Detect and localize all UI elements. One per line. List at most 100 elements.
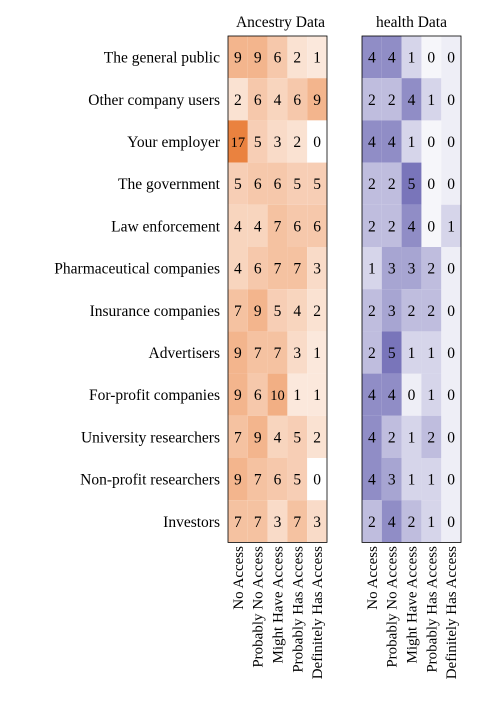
cell-value-label: 0 [427,134,435,151]
cell-value-label: 9 [254,50,262,67]
heatmap-cell [267,373,288,416]
cell-value-label: 5 [388,345,396,362]
heatmap-cell [307,162,327,205]
heatmap-cell [401,120,422,163]
panel-frame [361,35,462,543]
cell-value-label: 1 [427,92,435,109]
cell-value-label: 0 [313,134,321,151]
cell-value-label: 4 [388,387,396,404]
heatmap-cell [287,331,308,374]
heatmap-cell [287,162,308,205]
row-label: Your employer [127,134,221,151]
cell-value-label: 2 [368,303,376,320]
cell-value-label: 1 [408,134,416,151]
heatmap-cell [228,458,248,501]
cell-value-label: 0 [447,261,455,278]
cell-value-label: 2 [234,92,242,109]
heatmap-cell [362,373,382,416]
heatmap-cell [362,331,382,374]
row-label: The general public [104,50,220,67]
heatmap-cell [362,247,382,290]
heatmap-cell [401,78,422,121]
cell-value-label: 7 [274,218,282,235]
row-label: For-profit companies [89,387,220,404]
heatmap-cell [247,36,268,79]
column-label: Probably No Access [385,546,401,668]
cell-value-label: 4 [234,261,242,278]
cell-value-label: 0 [447,134,455,151]
cell-value-label: 3 [274,134,282,151]
heatmap-cell [247,162,268,205]
heatmap-cell [228,120,248,163]
heatmap-cell [287,373,308,416]
cell-value-label: 0 [447,303,455,320]
heatmap-cell [247,500,268,543]
row-label: Pharmaceutical companies [54,261,220,278]
heatmap-cell [228,373,248,416]
row-label: Non-profit researchers [80,472,220,489]
heatmap-cell [381,331,402,374]
cell-value-label: 5 [293,176,301,193]
cell-value-label: 7 [254,514,262,531]
column-label: Probably No Access [251,546,267,668]
heatmap-cell [307,373,327,416]
heatmap-cell [287,204,308,247]
cell-value-label: 4 [388,514,396,531]
heatmap-cell [362,36,382,79]
heatmap-cell [287,78,308,121]
cell-value-label: 2 [408,303,416,320]
column-label: Probably Has Access [424,546,440,673]
cell-value-label: 7 [254,472,262,489]
panel-frame [227,35,328,543]
cell-value-label: 4 [368,429,376,446]
cell-value-label: 0 [427,176,435,193]
heatmap-cell [381,415,402,458]
heatmap-cell [381,373,402,416]
cell-value-label: 7 [234,303,242,320]
cell-value-label: 7 [293,261,301,278]
heatmap-cell [228,331,248,374]
cell-value-label: 1 [427,345,435,362]
heatmap-cell [421,415,442,458]
cell-value-label: 5 [293,429,301,446]
cell-value-label: 2 [388,429,396,446]
heatmap-cell [228,78,248,121]
heatmap-cell [401,331,422,374]
cell-value-label: 6 [254,261,262,278]
heatmap-cell [247,331,268,374]
cell-value-label: 2 [388,176,396,193]
cell-value-label: 2 [368,345,376,362]
cell-value-label: 2 [368,176,376,193]
heatmap-cell [362,289,382,332]
heatmap-cell [421,500,442,543]
cell-value-label: 2 [313,429,321,446]
cell-value-label: 1 [427,387,435,404]
heatmap-cell [247,247,268,290]
cell-value-label: 5 [234,176,242,193]
heatmap-cell [381,289,402,332]
column-label: Definitely Has Access [444,546,460,679]
cell-value-label: 1 [368,261,376,278]
cell-value-label: 1 [313,50,321,67]
cell-value-label: 3 [408,261,416,278]
cell-value-label: 1 [293,387,301,404]
cell-value-label: 6 [293,92,301,109]
column-label: Definitely Has Access [310,546,326,679]
heatmap-cell [267,120,288,163]
cell-value-label: 5 [293,472,301,489]
cell-value-label: 1 [408,50,416,67]
heatmap-cell [362,458,382,501]
heatmap-cell [267,289,288,332]
heatmap-cell [307,331,327,374]
heatmap-cell [421,78,442,121]
heatmap-cell [267,247,288,290]
cell-value-label: 0 [313,472,321,489]
cell-value-label: 6 [274,50,282,67]
cell-value-label: 4 [368,50,376,67]
heatmap-cell [401,204,422,247]
cell-value-label: 4 [388,50,396,67]
cell-value-label: 4 [274,92,282,109]
heatmap-cell [401,415,422,458]
panel-title: health Data [376,14,447,31]
cell-value-label: 6 [254,387,262,404]
